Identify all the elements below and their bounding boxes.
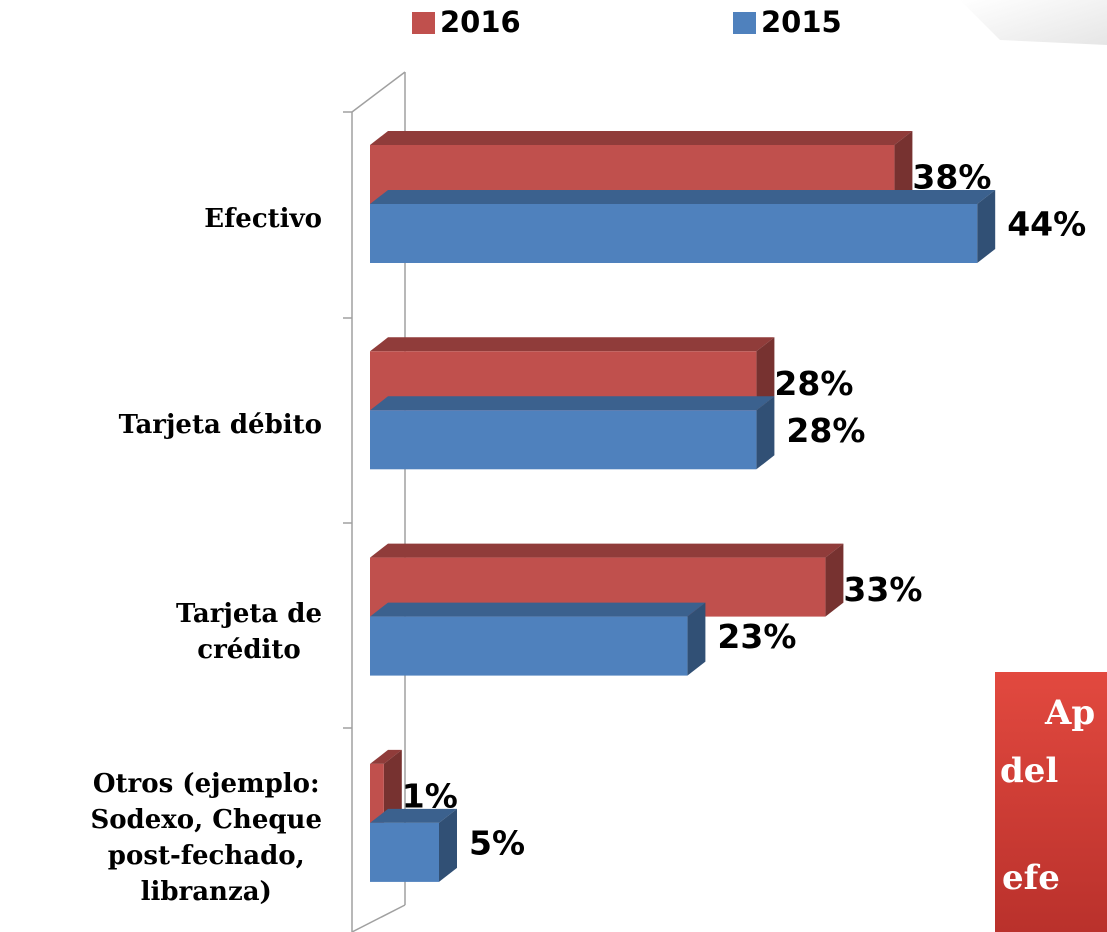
value-label: 33% (843, 570, 922, 609)
category-label: Efectivo (204, 204, 322, 234)
value-label: 28% (774, 364, 853, 403)
value-label: 5% (469, 823, 525, 862)
bar-top (370, 602, 706, 617)
bar-top (370, 190, 996, 204)
value-label: 28% (786, 411, 865, 450)
bar (370, 808, 457, 882)
category-label: Otros (ejemplo: Sodexo, Cheque post-fech… (90, 768, 322, 907)
value-label: 23% (717, 617, 796, 656)
legend-swatch (412, 12, 435, 34)
bar-front (370, 822, 439, 882)
bar-side (383, 749, 402, 823)
bar-side (687, 602, 706, 676)
bar (370, 190, 996, 263)
bar-front (370, 410, 757, 470)
bar-top (370, 543, 844, 558)
bar-side (756, 337, 775, 411)
bar (370, 602, 706, 676)
callout-text: del (1000, 751, 1058, 791)
bar (370, 396, 775, 470)
legend-label: 2016 (440, 5, 521, 39)
bar-side (439, 808, 457, 882)
bar-side (825, 543, 844, 617)
bar-front (370, 616, 688, 676)
bar-side (977, 190, 996, 263)
bar-front (370, 204, 978, 263)
legend-label: 2015 (761, 5, 842, 39)
value-label: 44% (1007, 205, 1086, 244)
category-label: Tarjeta débito (118, 410, 322, 441)
bar-top (370, 396, 775, 411)
bar-front (370, 763, 384, 823)
bar-top (370, 749, 402, 764)
bar (370, 749, 402, 823)
decoration (960, 0, 1107, 45)
bar-side (894, 131, 913, 204)
callout-box (995, 672, 1107, 932)
bar-side (756, 396, 775, 470)
bar-top (370, 131, 913, 145)
callout-text: efe (1002, 858, 1060, 898)
callout-text: Ap (1044, 693, 1095, 733)
bar-top (370, 808, 457, 823)
bar-top (370, 337, 775, 352)
legend-swatch (733, 12, 756, 34)
category-label: Tarjeta de crédito (176, 598, 322, 665)
